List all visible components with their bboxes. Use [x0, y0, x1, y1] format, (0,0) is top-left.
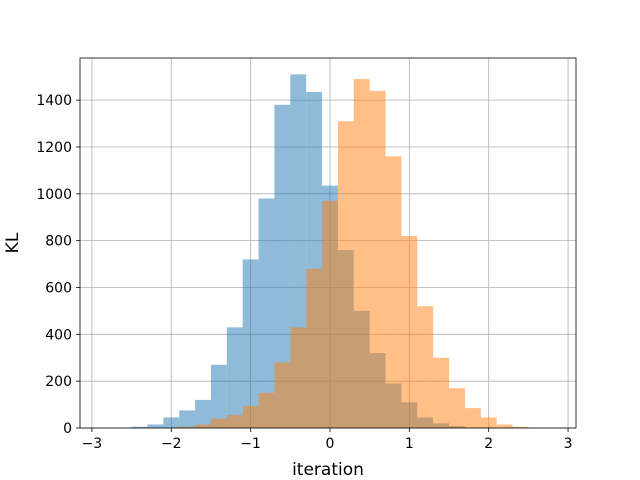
histogram-bar-series-2-bin-18: [449, 388, 465, 428]
histogram-bar-series-2-bin-7: [274, 362, 291, 428]
x-axis-title: iteration: [292, 460, 364, 480]
histogram-bar-series-1-bin-2: [147, 424, 164, 428]
histogram-bar-series-2-bin-16: [417, 306, 434, 428]
x-axis-ticks: −3 −2 −1 0 1 2 3: [82, 428, 573, 452]
histogram-bars: [131, 74, 529, 429]
y-tick-label: 1200: [36, 140, 72, 156]
histogram-bar-series-2-bin-10: [322, 200, 338, 428]
y-axis-ticks: 0 200 400 600 800 1000 1200 1400: [36, 93, 80, 437]
x-tick-label: 1: [405, 436, 414, 452]
histogram-bar-series-2-bin-20: [480, 417, 497, 428]
histogram-bar-series-1-bin-3: [163, 417, 180, 428]
histogram-bar-series-2-bin-22: [512, 426, 529, 428]
histogram-bar-series-1-bin-5: [195, 399, 211, 428]
histogram-bar-series-2-bin-9: [306, 268, 323, 428]
histogram-bar-series-1-bin-9: [258, 198, 275, 428]
x-tick-label: 0: [326, 436, 335, 452]
histogram-bar-series-2-bin-13: [369, 90, 386, 428]
y-tick-label: 1000: [36, 187, 72, 203]
plot-frame: [79, 57, 577, 429]
histogram-bar-series-1-bin-10: [274, 104, 291, 428]
y-axis-title: KL: [3, 232, 23, 253]
y-tick-label: 400: [45, 327, 72, 343]
histogram-bar-series-1-bin-4: [179, 410, 196, 428]
x-tick-label: 3: [564, 436, 573, 452]
x-tick-label: −2: [161, 436, 182, 452]
histogram-bar-series-2-bin-12: [353, 79, 370, 428]
histogram-bar-series-2-bin-1: [179, 426, 196, 428]
histogram-bar-series-2-bin-15: [401, 235, 418, 428]
x-tick-label: −3: [82, 436, 103, 452]
histogram-bar-series-2-bin-11: [337, 121, 354, 429]
histogram-bar-series-2-bin-21: [496, 424, 513, 428]
histogram-bar-series-2-bin-6: [258, 392, 275, 428]
histogram-bar-series-2-bin-5: [242, 405, 259, 428]
histogram-bar-series-1-bin-6: [210, 364, 227, 428]
histogram-bar-series-1-bin-1: [131, 426, 148, 428]
y-tick-label: 600: [45, 280, 72, 296]
histogram-bar-series-2-bin-17: [433, 357, 450, 428]
histogram-bar-series-2-bin-4: [226, 415, 243, 428]
y-tick-label: 200: [45, 374, 72, 390]
histogram-bar-series-2-bin-8: [290, 327, 307, 428]
x-tick-label: −1: [240, 436, 261, 452]
histogram-bar-series-2-bin-19: [464, 408, 481, 428]
y-tick-label: 800: [45, 234, 72, 250]
y-tick-label: 1400: [36, 93, 72, 109]
histogram-bar-series-2-bin-14: [385, 156, 402, 428]
histogram-bar-series-2-bin-3: [210, 418, 227, 428]
histogram-bar-series-1-bin-8: [242, 259, 259, 428]
histogram-bar-series-2-bin-2: [195, 424, 211, 428]
y-tick-label: 0: [63, 421, 72, 437]
x-tick-label: 2: [484, 436, 493, 452]
histogram-bar-series-1-bin-7: [226, 327, 243, 428]
